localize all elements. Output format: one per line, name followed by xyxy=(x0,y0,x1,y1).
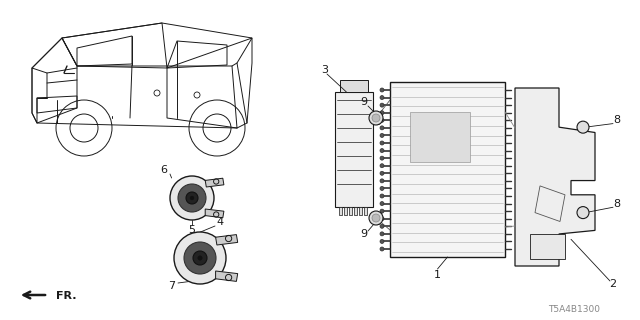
Circle shape xyxy=(380,118,384,122)
Polygon shape xyxy=(205,178,224,187)
Polygon shape xyxy=(530,234,565,259)
Circle shape xyxy=(577,121,589,133)
Circle shape xyxy=(372,214,380,222)
Circle shape xyxy=(193,251,207,265)
Text: 4: 4 xyxy=(216,217,223,227)
Circle shape xyxy=(380,96,384,100)
Polygon shape xyxy=(216,235,237,245)
Circle shape xyxy=(170,176,214,220)
Polygon shape xyxy=(205,209,224,218)
Circle shape xyxy=(380,111,384,115)
Circle shape xyxy=(369,111,383,125)
Circle shape xyxy=(380,126,384,130)
Text: 5: 5 xyxy=(189,225,195,235)
Circle shape xyxy=(380,141,384,145)
Circle shape xyxy=(174,232,226,284)
Circle shape xyxy=(380,88,384,92)
Text: 7: 7 xyxy=(168,281,175,291)
Text: FR.: FR. xyxy=(56,291,77,301)
Polygon shape xyxy=(344,207,347,215)
Text: 8: 8 xyxy=(613,199,621,209)
Text: 9: 9 xyxy=(360,97,367,107)
Polygon shape xyxy=(515,88,595,266)
Polygon shape xyxy=(335,92,373,207)
Circle shape xyxy=(380,239,384,244)
Circle shape xyxy=(198,256,202,260)
Polygon shape xyxy=(216,271,237,281)
Text: T5A4B1300: T5A4B1300 xyxy=(548,306,600,315)
Circle shape xyxy=(380,133,384,137)
Text: 2: 2 xyxy=(609,279,616,289)
Circle shape xyxy=(380,194,384,198)
Circle shape xyxy=(380,179,384,183)
Polygon shape xyxy=(339,207,342,215)
Circle shape xyxy=(380,217,384,221)
Text: 1: 1 xyxy=(434,270,441,280)
Text: 9: 9 xyxy=(360,229,367,239)
Polygon shape xyxy=(340,80,368,92)
Circle shape xyxy=(190,196,194,200)
Circle shape xyxy=(380,209,384,213)
Polygon shape xyxy=(349,207,352,215)
Circle shape xyxy=(380,224,384,228)
Circle shape xyxy=(380,171,384,175)
Polygon shape xyxy=(410,112,470,162)
Polygon shape xyxy=(364,207,367,215)
Circle shape xyxy=(380,156,384,160)
Polygon shape xyxy=(359,207,362,215)
Circle shape xyxy=(577,207,589,219)
Circle shape xyxy=(184,242,216,274)
Circle shape xyxy=(372,114,380,122)
Circle shape xyxy=(380,164,384,168)
Text: 3: 3 xyxy=(321,65,328,75)
Polygon shape xyxy=(390,82,505,257)
Circle shape xyxy=(380,148,384,153)
Circle shape xyxy=(380,247,384,251)
Circle shape xyxy=(178,184,206,212)
Circle shape xyxy=(369,211,383,225)
Circle shape xyxy=(380,232,384,236)
Circle shape xyxy=(380,187,384,190)
Circle shape xyxy=(380,202,384,205)
Circle shape xyxy=(380,103,384,107)
Circle shape xyxy=(186,192,198,204)
Text: 8: 8 xyxy=(613,115,621,125)
Polygon shape xyxy=(354,207,357,215)
Text: 6: 6 xyxy=(161,165,168,175)
